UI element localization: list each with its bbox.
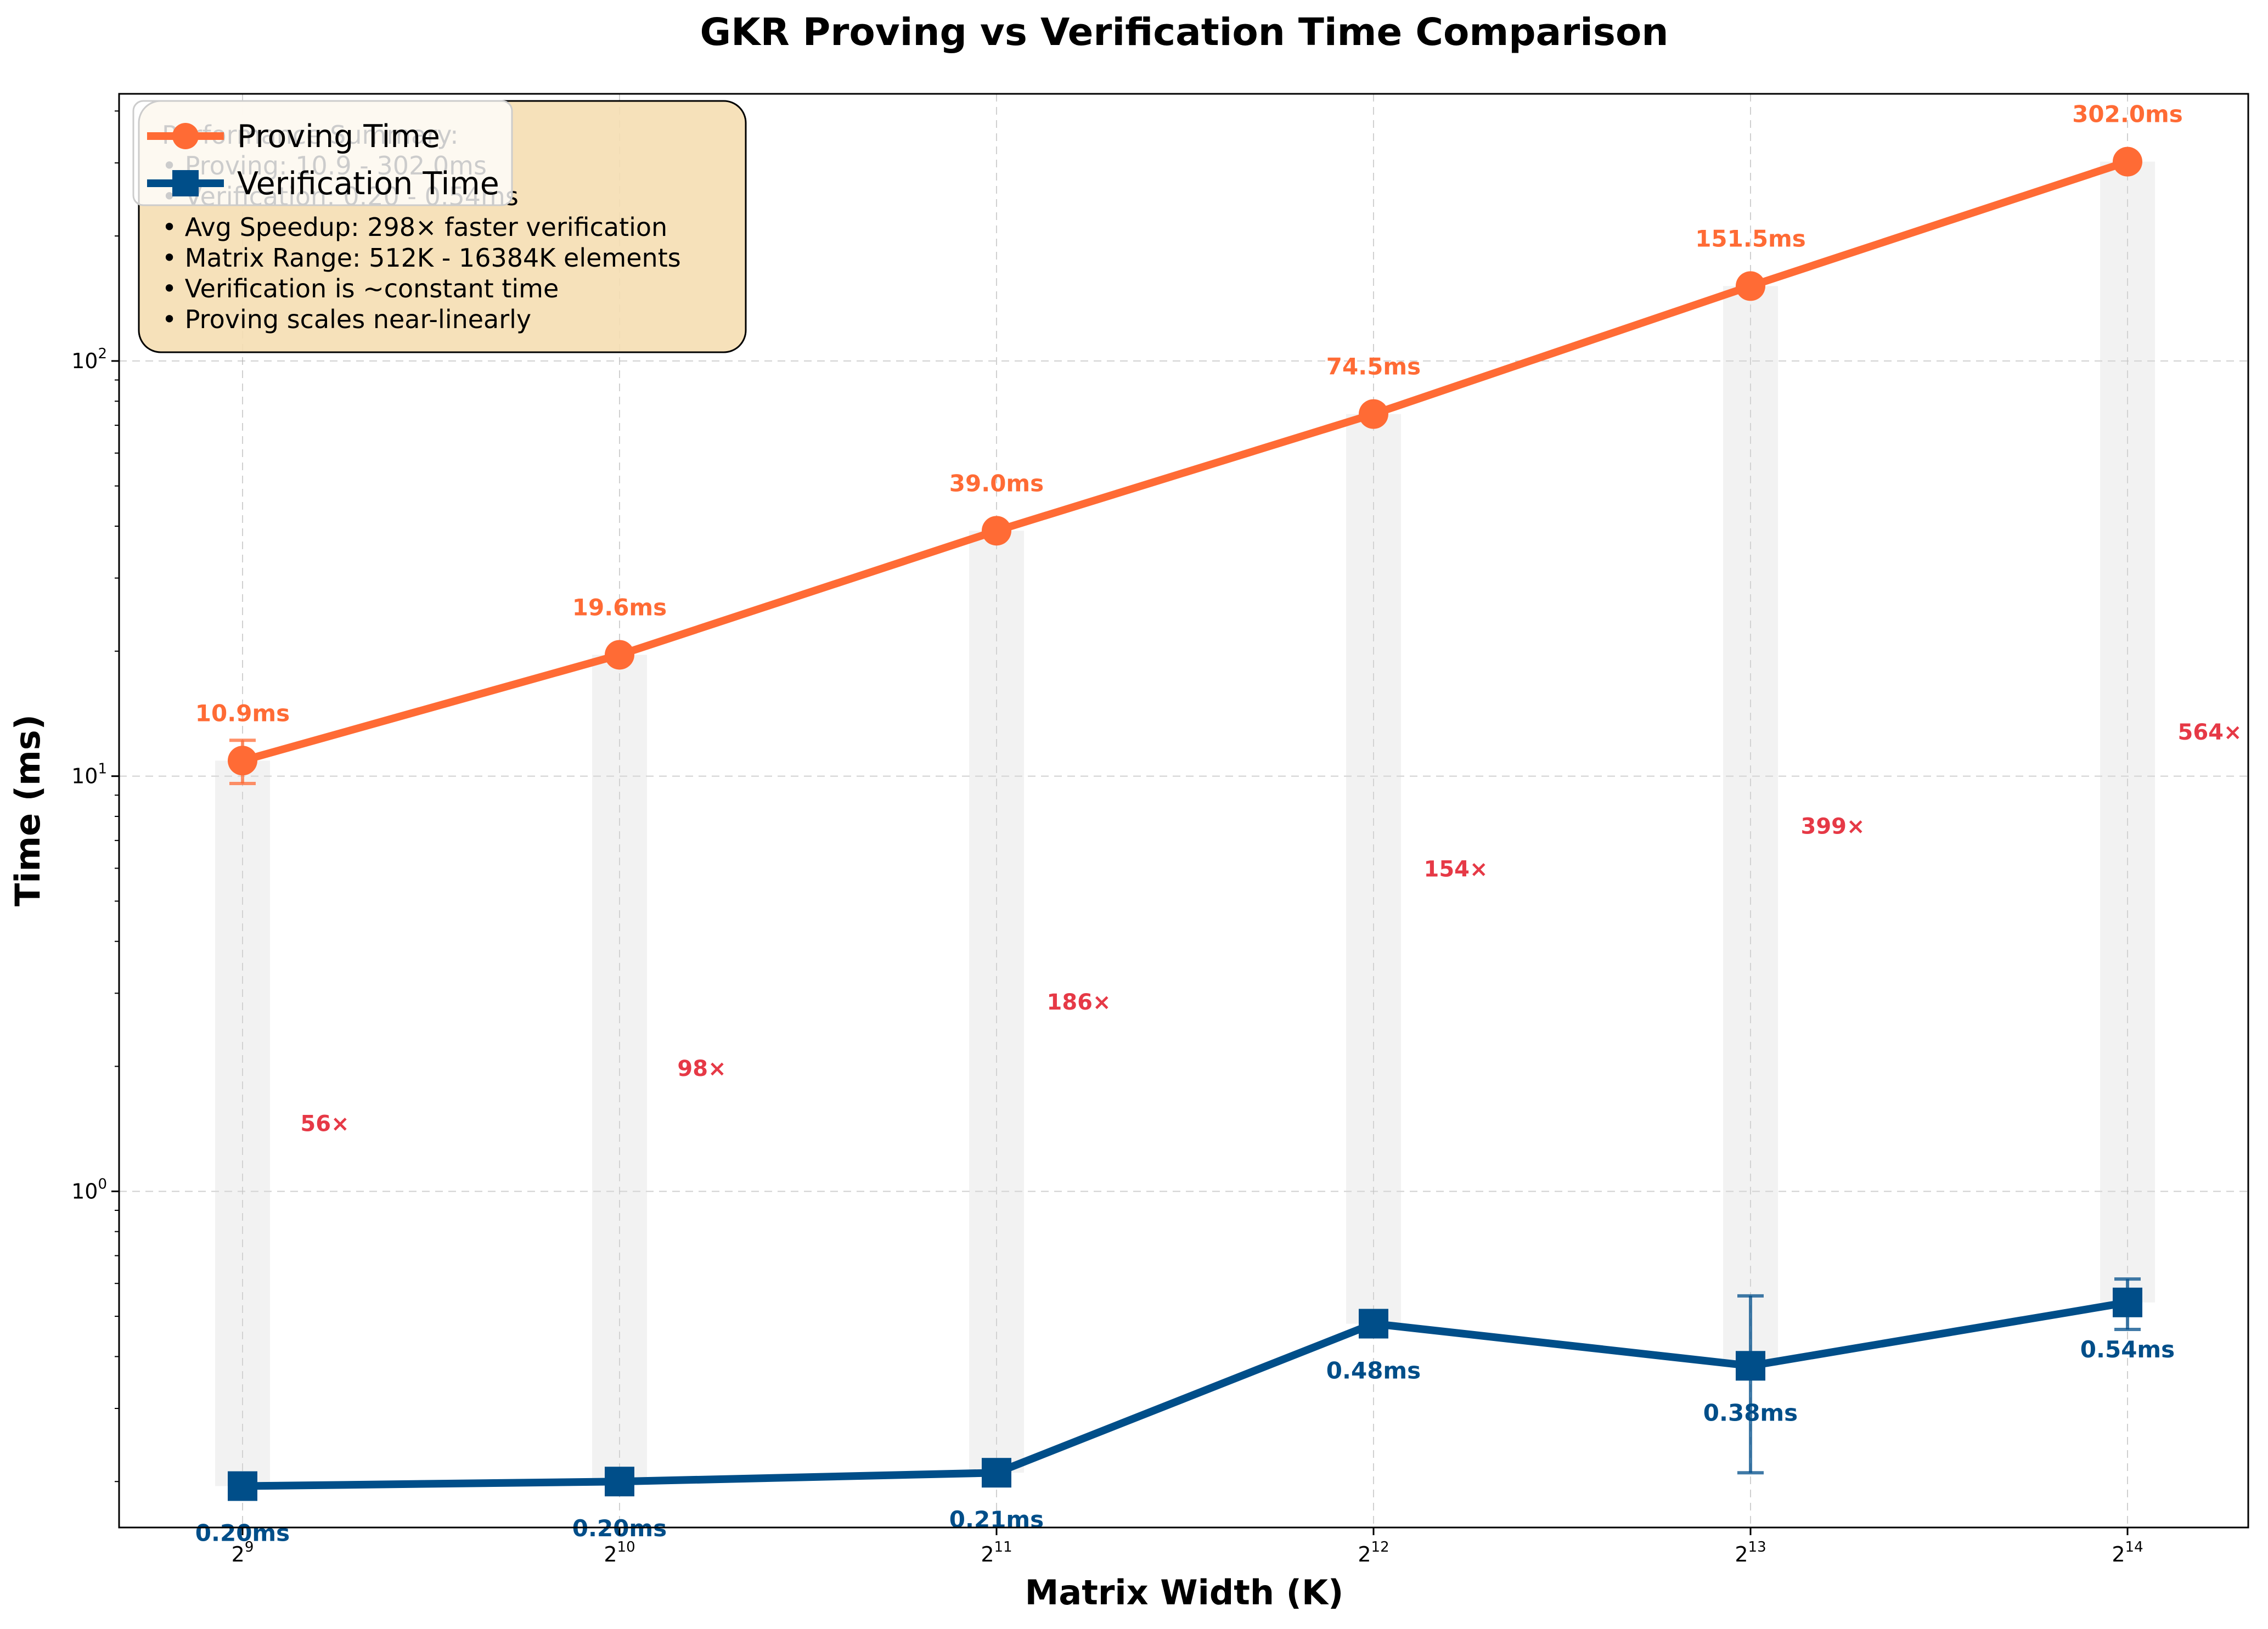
verification-point <box>982 1458 1011 1488</box>
verification-point <box>228 1471 257 1501</box>
legend: Proving Time Verification Time <box>132 100 513 206</box>
summary-line: • Verification is ~constant time <box>162 274 559 303</box>
x-axis-label: Matrix Width (K) <box>1025 1572 1344 1613</box>
x-tick-label: 213 <box>1735 1539 1766 1566</box>
summary-line: • Proving scales near-linearly <box>162 305 531 334</box>
verification-point <box>1359 1309 1388 1339</box>
speedup-band <box>592 655 647 1482</box>
x-tick-label: 212 <box>1358 1539 1389 1566</box>
y-axis-label: Time (ms) <box>8 714 48 906</box>
proving-value-label: 302.0ms <box>2072 101 2183 128</box>
legend-label-proving: Proving Time <box>237 119 440 155</box>
verification-value-label: 0.48ms <box>1326 1357 1421 1384</box>
proving-value-label: 74.5ms <box>1326 353 1421 380</box>
verification-point <box>2113 1287 2142 1317</box>
proving-point <box>1359 399 1388 429</box>
chart-title: GKR Proving vs Verification Time Compari… <box>700 10 1669 54</box>
speedup-label: 564× <box>2177 720 2242 745</box>
summary-line: • Avg Speedup: 298× faster verification <box>162 212 667 242</box>
y-tick-label: 101 <box>71 761 107 788</box>
verification-point <box>605 1467 634 1497</box>
proving-value-label: 19.6ms <box>572 594 667 621</box>
speedup-band <box>1346 414 1401 1324</box>
legend-marker-verification <box>172 170 199 196</box>
proving-value-label: 151.5ms <box>1695 225 1806 252</box>
verification-value-label: 0.38ms <box>1703 1399 1798 1426</box>
legend-label-verification: Verification Time <box>237 166 499 202</box>
data-labels: 10.9ms0.20ms56×19.6ms0.20ms98×39.0ms0.21… <box>195 101 2242 1547</box>
summary-line: • Matrix Range: 512K - 16384K elements <box>162 243 681 273</box>
legend-frame <box>132 100 513 206</box>
verification-value-label: 0.54ms <box>2080 1336 2175 1363</box>
proving-value-label: 39.0ms <box>949 470 1044 497</box>
y-tick-label: 100 <box>71 1176 107 1203</box>
proving-point <box>982 516 1011 546</box>
verification-point <box>1736 1351 1765 1381</box>
speedup-band <box>969 531 1024 1473</box>
speedup-label: 154× <box>1423 857 1488 882</box>
speedup-band <box>215 760 270 1486</box>
speedup-label: 98× <box>677 1056 726 1081</box>
proving-point <box>228 746 257 776</box>
series-layer <box>228 146 2142 1501</box>
proving-point <box>2113 146 2142 177</box>
x-tick-label: 211 <box>981 1539 1012 1566</box>
speedup-band <box>1723 286 1778 1366</box>
speedup-label: 56× <box>300 1111 349 1136</box>
speedup-band <box>2100 161 2155 1303</box>
speedup-label: 186× <box>1046 990 1111 1015</box>
speedup-label: 399× <box>1800 814 1865 839</box>
speedup-bands <box>215 161 2155 1486</box>
y-tick-label: 102 <box>71 346 107 373</box>
proving-series-line <box>239 157 2131 765</box>
axis-ticks: 29 210 211 212 213 214 100 101 102 <box>71 110 2143 1566</box>
x-tick-label: 214 <box>2112 1539 2143 1566</box>
plot-area-frame <box>118 93 2249 1529</box>
proving-point <box>1736 271 1765 301</box>
proving-value-label: 10.9ms <box>195 700 290 726</box>
x-tick-label: 210 <box>604 1539 635 1566</box>
legend-marker-proving <box>172 123 199 149</box>
verification-series-line <box>239 1298 2131 1490</box>
x-tick-label: 29 <box>232 1539 254 1566</box>
proving-point <box>605 640 634 670</box>
